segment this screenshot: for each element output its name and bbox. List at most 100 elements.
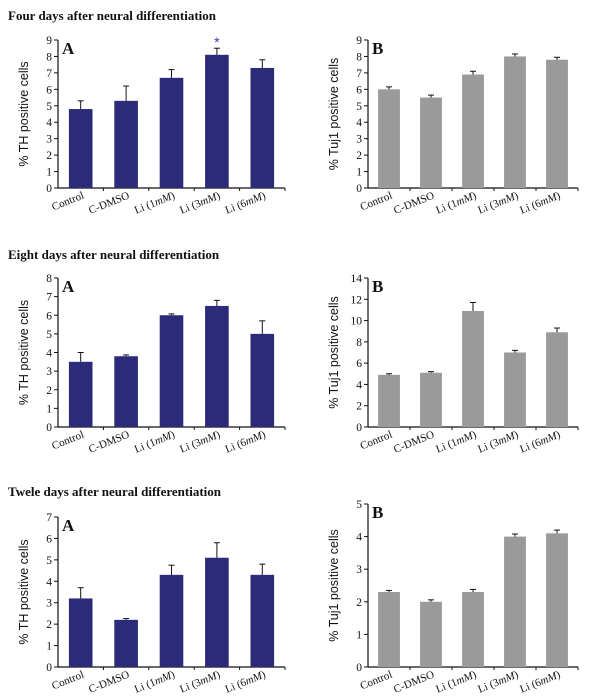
panel-letter: B [372,277,383,296]
category-label: Li (6mM) [224,669,268,696]
y-tick-label: 4 [356,532,362,544]
y-tick-label: 1 [46,641,52,653]
y-tick-label: 9 [46,35,52,47]
y-tick-label: 4 [46,348,52,360]
category-label: Control [50,669,86,693]
y-tick-label: 3 [46,366,52,378]
chart-four-days-th: A % TH positive cells 0 1 2 3 4 5 6 7 8 9 Control C-D… [17,34,286,217]
bar [114,100,138,188]
bar [504,56,526,188]
y-tick-label: 9 [356,35,362,47]
y-tick-label: 3 [356,134,362,146]
bar [462,592,484,667]
category-label: Li (3mM) [476,429,520,456]
bar [68,361,93,427]
y-tick-label: 6 [356,84,362,96]
category-label: Li (3mM) [476,190,520,217]
y-tick-label: 6 [46,310,52,322]
category-label: C-DMSO [87,669,131,696]
y-tick-label: 4 [356,117,362,129]
y-tick-label: 2 [356,150,362,162]
section-title-twelve-days: Twele days after neural differentiation [8,484,222,499]
bar [159,574,184,667]
y-tick-label: 8 [356,337,362,349]
y-tick-label: 1 [46,167,52,179]
category-label: Li (3mM) [178,669,222,696]
y-tick-label: 3 [356,564,362,576]
category-label: C-DMSO [392,669,436,696]
y-tick-label: 5 [356,499,362,511]
category-label: Li (1mM) [133,190,177,217]
category-label: Control [50,190,86,214]
category-label: Li (6mM) [224,429,268,456]
category-label: Li (6mM) [518,669,562,696]
y-tick-label: 0 [46,662,52,674]
y-tick-label: 0 [356,662,362,674]
bar [504,536,526,667]
bar [420,601,442,667]
y-axis-label: % TH positive cells [17,300,31,405]
significance-asterisk: * [214,34,220,50]
bar [68,598,93,667]
section-title-four-days: Four days after neural differentiation [8,8,217,23]
y-tick-label: 5 [46,555,52,567]
panel-letter: B [372,503,383,522]
y-tick-label: 5 [46,329,52,341]
category-label: Li (3mM) [476,669,520,696]
y-tick-label: 2 [46,150,52,162]
bar [546,59,568,188]
y-tick-label: 2 [356,597,362,609]
bar [250,574,275,667]
category-label: Control [358,429,394,453]
y-axis-label: % Tuj1 positive cells [327,529,341,642]
y-tick-label: 7 [356,68,362,80]
category-label: Li (3mM) [178,190,222,217]
y-tick-label: 14 [351,273,363,285]
category-label: Li (1mM) [434,190,478,217]
y-tick-label: 5 [46,101,52,113]
bar [114,619,138,667]
y-tick-label: 4 [46,576,52,588]
bar [159,315,184,427]
bar [420,372,442,427]
y-tick-label: 4 [356,379,362,391]
bar [462,74,484,188]
y-axis-label: % TH positive cells [17,61,31,166]
category-label: C-DMSO [87,190,131,217]
y-tick-label: 1 [46,403,52,415]
panel-letter: A [62,277,75,296]
y-tick-label: 6 [46,84,52,96]
y-tick-label: 6 [356,358,362,370]
bar [420,97,442,188]
y-tick-label: 12 [351,294,363,306]
category-label: Control [50,429,86,453]
chart-eight-days-tuj1: B % Tuj1 positive cells 0 2 4 6 8 10 12 14 Control… [327,273,579,456]
bar [205,557,229,667]
y-tick-label: 0 [356,422,362,434]
bar [462,310,484,427]
y-tick-label: 0 [46,422,52,434]
bar [205,54,229,188]
category-label: Li (6mM) [224,190,268,217]
y-tick-label: 0 [356,183,362,195]
y-tick-label: 3 [46,598,52,610]
panel-letter: A [62,39,75,58]
y-tick-label: 8 [356,51,362,63]
chart-twelve-days-th: A % TH positive cells 0 1 2 3 4 5 6 7 Control C-DMS… [17,512,286,696]
y-tick-label: 6 [46,533,52,545]
bar [250,333,275,427]
y-tick-label: 2 [46,619,52,631]
category-label: Control [358,669,394,693]
bar [546,332,568,427]
panel-letter: B [372,39,383,58]
y-axis-label: % TH positive cells [17,539,31,644]
chart-twelve-days-tuj1: B % Tuj1 positive cells 0 1 2 3 4 5 ControlC-DMS… [327,499,579,696]
bar [250,67,275,188]
bar [546,533,568,667]
y-tick-label: 8 [46,51,52,63]
y-tick-label: 4 [46,117,52,129]
category-label: Li (6mM) [518,190,562,217]
y-tick-label: 7 [46,68,52,80]
bar [114,356,138,427]
y-tick-label: 1 [356,629,362,641]
